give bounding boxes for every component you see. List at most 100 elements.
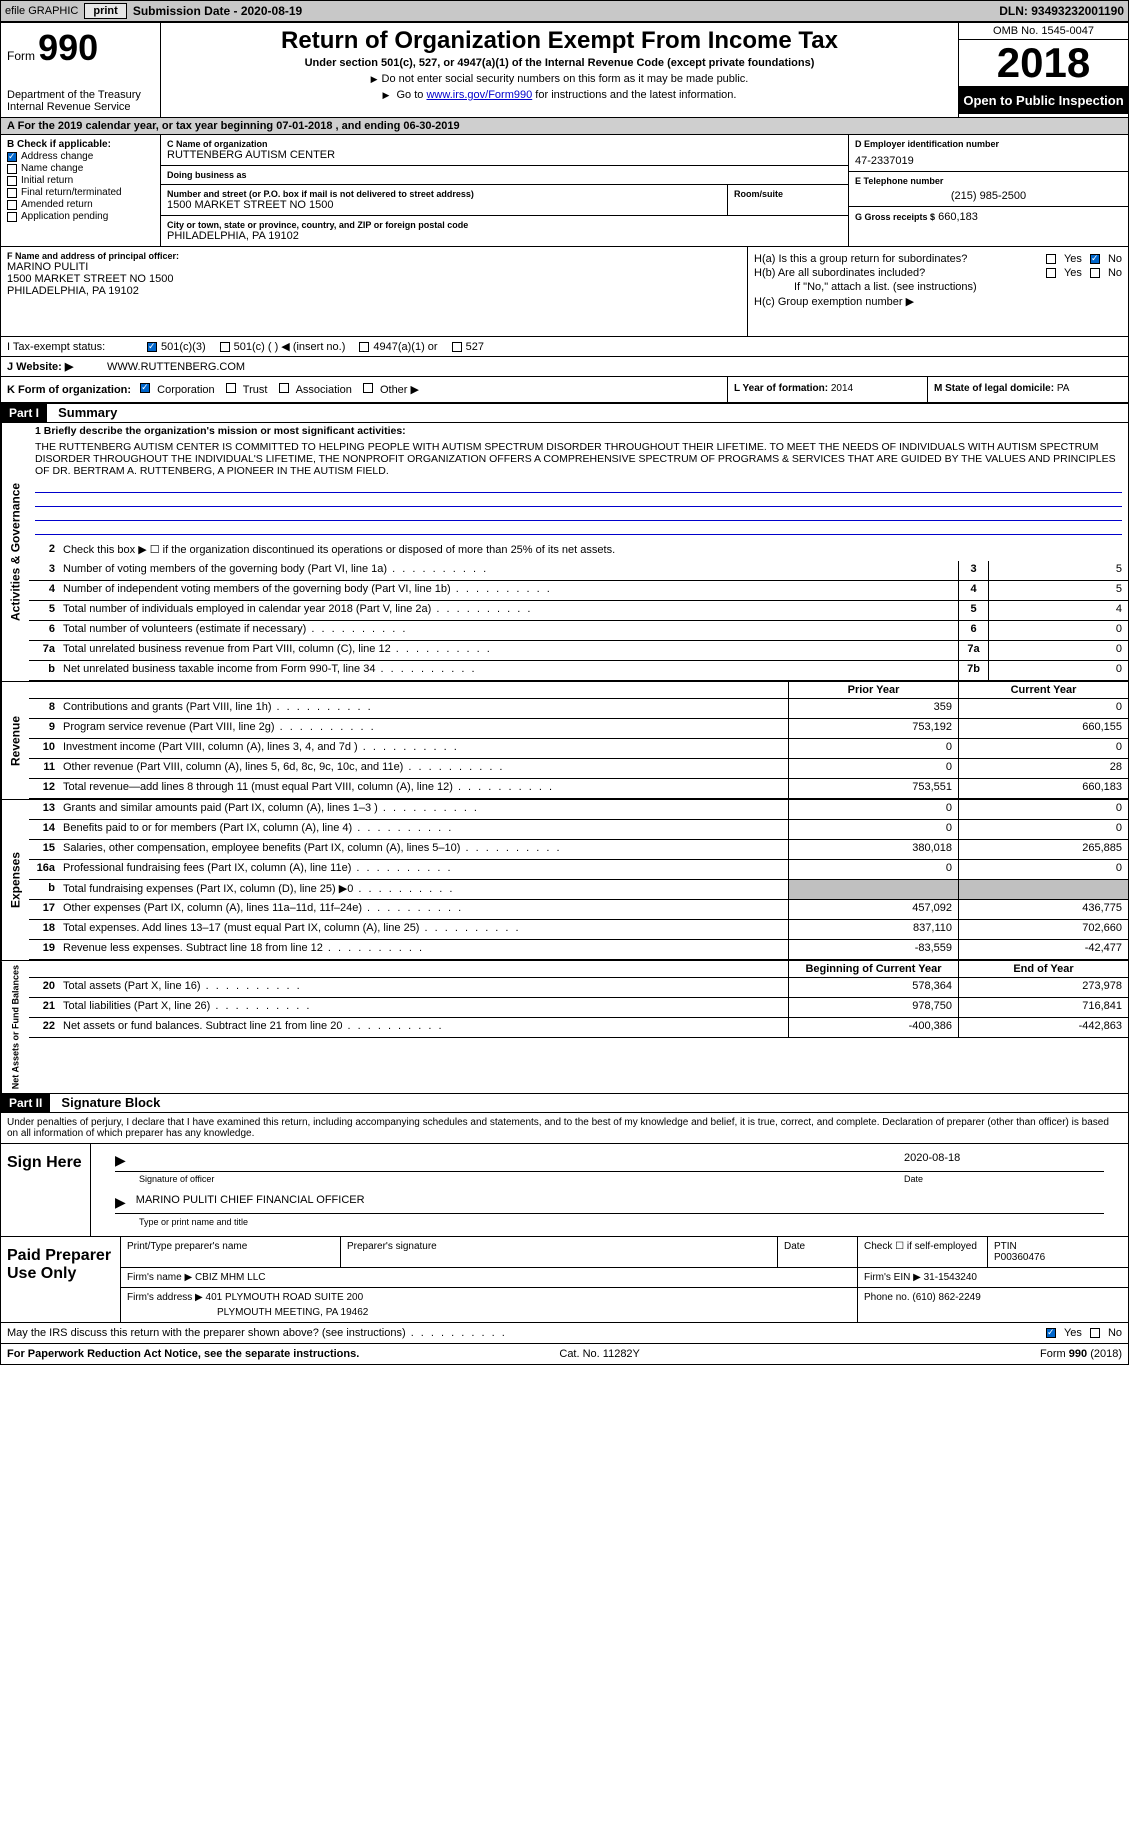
- prep-name-label: Print/Type preparer's name: [121, 1237, 341, 1267]
- rev-prior-4: 753,551: [788, 779, 958, 798]
- rev-prior-3: 0: [788, 759, 958, 778]
- i-4947-check[interactable]: [359, 342, 369, 352]
- submission-date: Submission Date - 2020-08-19: [133, 4, 302, 18]
- yes-label: Yes: [1064, 253, 1082, 265]
- b-check-3: Final return/terminated: [7, 187, 154, 198]
- netassets-section: Net Assets or Fund Balances Beginning of…: [1, 960, 1128, 1094]
- net-line-22: 22 Net assets or fund balances. Subtract…: [29, 1018, 1128, 1038]
- b-label-0: Address change: [21, 151, 93, 162]
- tax-period: For the 2019 calendar year, or tax year …: [18, 120, 460, 132]
- officer-name: MARINO PULITI: [7, 261, 741, 273]
- b-checkbox-0[interactable]: [7, 152, 17, 162]
- hb-no-check[interactable]: [1090, 268, 1100, 278]
- firm-ein-cell: Firm's EIN ▶ 31-1543240: [858, 1268, 1128, 1287]
- irs-link[interactable]: www.irs.gov/Form990: [426, 89, 532, 101]
- rev-curr-1: 660,155: [958, 719, 1128, 738]
- firm-name-cell: Firm's name ▶ CBIZ MHM LLC: [121, 1268, 858, 1287]
- l-value: 2014: [831, 383, 853, 394]
- i-527-check[interactable]: [452, 342, 462, 352]
- gov-val-1: 5: [988, 581, 1128, 600]
- hb-yes-check[interactable]: [1046, 268, 1056, 278]
- i-501c3-check[interactable]: [147, 342, 157, 352]
- ha-yes-check[interactable]: [1046, 254, 1056, 264]
- exp-prior-5: 457,092: [788, 900, 958, 919]
- exp-desc-4: Total fundraising expenses (Part IX, col…: [59, 880, 788, 899]
- hc-text: H(c) Group exemption number ▶: [754, 295, 914, 308]
- section-bcdeg: B Check if applicable: Address changeNam…: [1, 135, 1128, 247]
- officer-printed-name: MARINO PULITI CHIEF FINANCIAL OFFICER: [136, 1194, 365, 1211]
- m-value: PA: [1057, 383, 1070, 394]
- k-opt-2: Association: [296, 384, 352, 396]
- website-note: Go to www.irs.gov/Form990 for instructio…: [167, 89, 952, 101]
- firm-name: CBIZ MHM LLC: [195, 1272, 266, 1283]
- j-label: J Website: ▶: [7, 360, 107, 373]
- k-trust-check[interactable]: [226, 383, 236, 393]
- k-other-check[interactable]: [363, 383, 373, 393]
- discuss-yn: Yes No: [1046, 1327, 1122, 1339]
- b-checkbox-1[interactable]: [7, 164, 17, 174]
- exp-prior-2: 380,018: [788, 840, 958, 859]
- vert-revenue: Revenue: [1, 682, 29, 799]
- type-name-text: Type or print name and title: [139, 1217, 248, 1227]
- sign-here-row: Sign Here ▶ 2020-08-18 Signature of offi…: [1, 1143, 1128, 1237]
- firm-ein: 31-1543240: [924, 1272, 977, 1283]
- net-num-2: 22: [29, 1018, 59, 1037]
- gov-val-5: 0: [988, 661, 1128, 680]
- part1-header-row: Part I Summary: [1, 404, 1128, 423]
- col-prior: Prior Year: [788, 682, 958, 698]
- k-corp-check[interactable]: [140, 383, 150, 393]
- b-label-5: Application pending: [21, 211, 108, 222]
- ptin-value: P00360476: [994, 1252, 1122, 1263]
- rev-line-10: 10 Investment income (Part VIII, column …: [29, 739, 1128, 759]
- gov-box-3: 6: [958, 621, 988, 640]
- form-header: Form 990 Department of the Treasury Inte…: [1, 23, 1128, 118]
- exp-curr-5: 436,775: [958, 900, 1128, 919]
- header-right: OMB No. 1545-0047 2018 Open to Public In…: [958, 23, 1128, 117]
- i-opt-2: 4947(a)(1) or: [373, 341, 437, 353]
- discuss-yes-check[interactable]: [1046, 1328, 1056, 1338]
- b-checkbox-2[interactable]: [7, 176, 17, 186]
- b-checkbox-4[interactable]: [7, 200, 17, 210]
- rev-line-11: 11 Other revenue (Part VIII, column (A),…: [29, 759, 1128, 779]
- k-assoc-check[interactable]: [279, 383, 289, 393]
- period-a-label: A: [7, 120, 18, 132]
- i-opt-1: 501(c) ( ) ◀ (insert no.): [234, 340, 346, 353]
- b-checkbox-3[interactable]: [7, 188, 17, 198]
- gov-num-3: 6: [29, 621, 59, 640]
- gross-box: G Gross receipts $ 660,183: [849, 207, 1128, 227]
- print-button[interactable]: print: [84, 3, 126, 19]
- exp-desc-3: Professional fundraising fees (Part IX, …: [59, 860, 788, 879]
- b-check-1: Name change: [7, 163, 154, 174]
- i-label: I Tax-exempt status:: [7, 341, 147, 353]
- note2-pre: Go to: [397, 89, 427, 101]
- ssn-note: Do not enter social security numbers on …: [167, 73, 952, 85]
- gov-num-5: b: [29, 661, 59, 680]
- rev-num-4: 12: [29, 779, 59, 798]
- exp-num-4: b: [29, 880, 59, 899]
- exp-line-17: 17 Other expenses (Part IX, column (A), …: [29, 900, 1128, 920]
- prep-check: Check ☐ if self-employed: [858, 1237, 988, 1267]
- ha-no-check[interactable]: [1090, 254, 1100, 264]
- net-num-0: 20: [29, 978, 59, 997]
- exp-curr-3: 0: [958, 860, 1128, 879]
- ptin-cell: PTIN P00360476: [988, 1237, 1128, 1267]
- b-label-1: Name change: [21, 163, 83, 174]
- room-box: Room/suite: [728, 185, 848, 215]
- ein-box: D Employer identification number 47-2337…: [849, 135, 1128, 172]
- sig-sublabels: Signature of officer Date: [139, 1174, 1104, 1184]
- discuss-no-check[interactable]: [1090, 1328, 1100, 1338]
- rev-curr-3: 28: [958, 759, 1128, 778]
- b-check-2: Initial return: [7, 175, 154, 186]
- exp-curr-2: 265,885: [958, 840, 1128, 859]
- rev-prior-1: 753,192: [788, 719, 958, 738]
- b-checkbox-5[interactable]: [7, 212, 17, 222]
- sig-date: 2020-08-18: [904, 1152, 1104, 1169]
- i-501c-check[interactable]: [220, 342, 230, 352]
- section-c: C Name of organization RUTTENBERG AUTISM…: [161, 135, 848, 246]
- sig-blank: [136, 1152, 904, 1169]
- gov-box-0: 3: [958, 561, 988, 580]
- tax-period-row: A For the 2019 calendar year, or tax yea…: [1, 118, 1128, 135]
- firm-addr2: PLYMOUTH MEETING, PA 19462: [127, 1307, 851, 1318]
- spacer-2: [29, 961, 788, 977]
- discuss-row: May the IRS discuss this return with the…: [1, 1323, 1128, 1344]
